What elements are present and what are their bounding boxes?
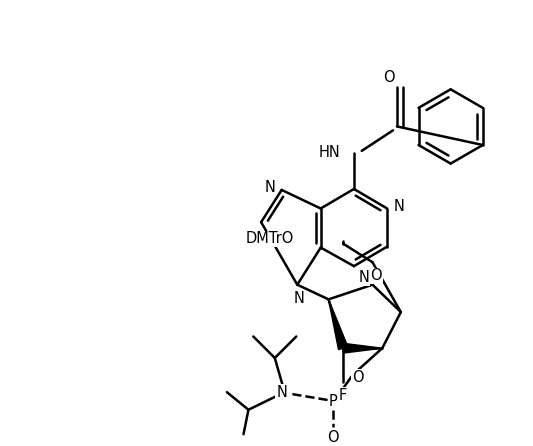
Polygon shape (328, 299, 348, 350)
Text: N: N (276, 384, 287, 400)
Text: O: O (328, 429, 339, 445)
Text: N: N (393, 199, 405, 214)
Text: O: O (352, 370, 364, 385)
Text: O: O (383, 70, 395, 85)
Text: O: O (370, 268, 382, 283)
Text: P: P (329, 394, 338, 409)
Text: N: N (358, 270, 369, 285)
Text: HN: HN (319, 145, 340, 160)
Text: N: N (264, 181, 276, 195)
Text: DMTrO: DMTrO (246, 231, 294, 246)
Polygon shape (343, 343, 382, 353)
Text: F: F (339, 388, 348, 403)
Text: N: N (294, 291, 305, 306)
